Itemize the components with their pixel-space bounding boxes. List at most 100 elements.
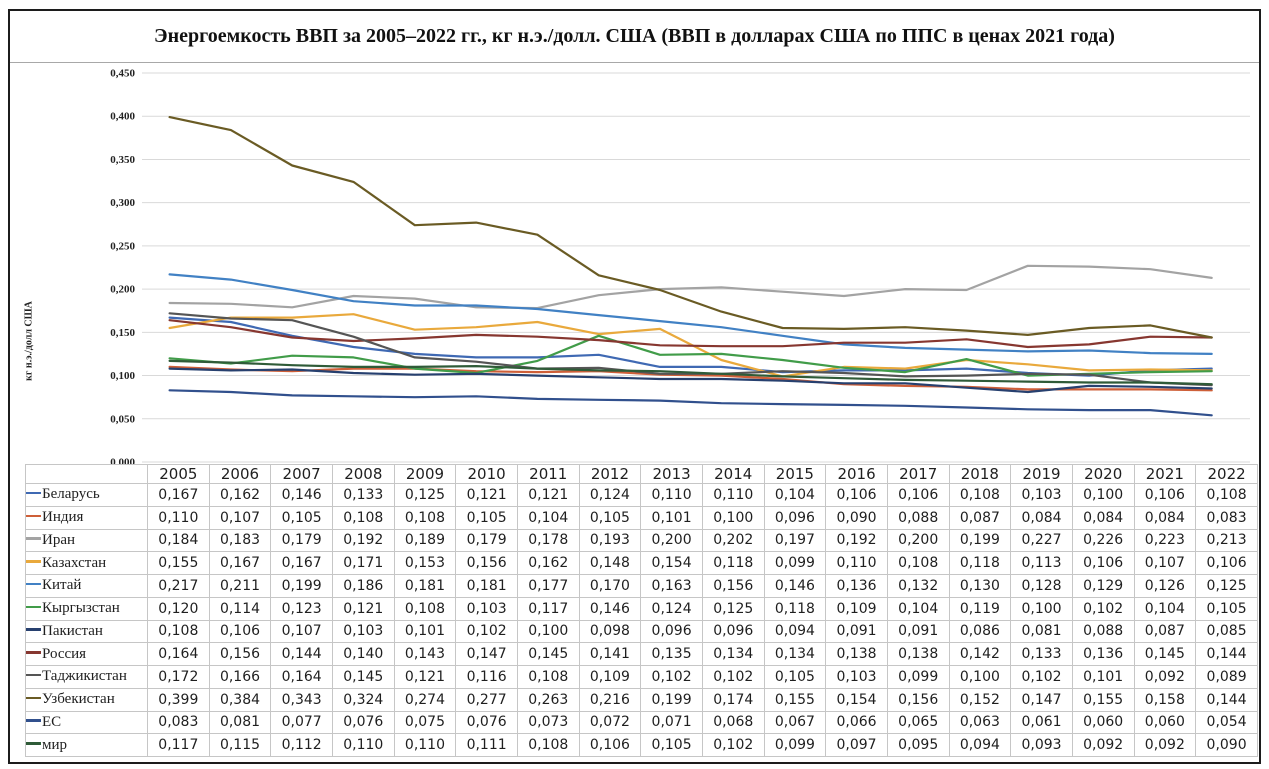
value-cell: 0,197 xyxy=(763,528,827,553)
value-cell: 0,106 xyxy=(1133,483,1197,507)
y-tick-label: 0,400 xyxy=(110,111,135,123)
series-line xyxy=(168,264,1213,310)
value-cell: 0,155 xyxy=(1071,687,1135,712)
legend-line-marker xyxy=(26,742,41,745)
value-cell: 0,138 xyxy=(886,642,950,666)
value-cell: 0,211 xyxy=(208,574,272,598)
legend-cell: Пакистан xyxy=(25,619,148,644)
legend-line-marker xyxy=(26,514,41,518)
legend-line-marker xyxy=(26,582,41,586)
value-cell: 0,148 xyxy=(578,551,642,575)
value-cell: 0,217 xyxy=(147,574,210,598)
value-cell: 0,108 xyxy=(393,505,457,530)
value-cell: 0,096 xyxy=(640,619,703,644)
value-cell: 0,136 xyxy=(1071,642,1135,666)
data-table: 2005 2006 2007 2008 2009 2010 2011 2012 2013 2014… xyxy=(25,464,1258,757)
series-name-label: Кыргызстан xyxy=(42,600,120,617)
value-cell: 0,184 xyxy=(147,528,210,553)
value-cell: 0,107 xyxy=(1133,551,1197,575)
value-cell: 0,133 xyxy=(1010,642,1073,666)
value-cell: 0,109 xyxy=(578,665,642,689)
table-row: мир 0,117 0,115 0,112 0,110 0,110 0,111 0,108 0,… xyxy=(25,733,1258,757)
series-line xyxy=(168,313,1213,378)
table-row: Кыргызстан 0,120 0,114 0,123 0,121 0,108 0,103… xyxy=(25,596,1258,621)
value-cell: 0,104 xyxy=(886,596,950,621)
value-cell: 0,103 xyxy=(331,619,395,644)
value-cell: 0,095 xyxy=(886,733,950,757)
value-cell: 0,126 xyxy=(1133,574,1197,598)
series-line xyxy=(168,365,1213,392)
value-cell: 0,174 xyxy=(701,687,765,712)
value-cell: 0,102 xyxy=(455,619,518,644)
legend-cell: ЕС xyxy=(25,710,148,735)
value-cell: 0,108 xyxy=(886,551,950,575)
y-axis-title: кг н.э./долл США xyxy=(23,301,35,381)
year-header-cell: 2009 xyxy=(393,464,457,484)
legend-line-marker xyxy=(26,673,41,677)
value-cell: 0,109 xyxy=(825,596,888,621)
value-cell: 0,171 xyxy=(331,551,395,575)
year-header-cell: 2022 xyxy=(1195,464,1258,484)
value-cell: 0,072 xyxy=(578,710,642,735)
value-cell: 0,143 xyxy=(393,642,457,666)
series-name-label: Узбекистан xyxy=(42,691,115,708)
value-cell: 0,098 xyxy=(578,619,642,644)
legend-cell: Россия xyxy=(25,642,148,666)
value-cell: 0,060 xyxy=(1071,710,1135,735)
value-cell: 0,066 xyxy=(825,710,888,735)
value-cell: 0,110 xyxy=(147,505,210,530)
value-cell: 0,125 xyxy=(393,483,457,507)
value-cell: 0,077 xyxy=(270,710,333,735)
legend-cell: Узбекистан xyxy=(25,687,148,712)
value-cell: 0,106 xyxy=(825,483,888,507)
legend-cell: Китай xyxy=(25,574,148,598)
value-cell: 0,073 xyxy=(516,710,580,735)
value-cell: 0,121 xyxy=(393,665,457,689)
value-cell: 0,110 xyxy=(393,733,457,757)
y-tick-label: 0,200 xyxy=(110,284,135,296)
value-cell: 0,088 xyxy=(886,505,950,530)
value-cell: 0,199 xyxy=(948,528,1012,553)
value-cell: 0,088 xyxy=(1071,619,1135,644)
value-cell: 0,181 xyxy=(455,574,518,598)
value-cell: 0,091 xyxy=(886,619,950,644)
value-cell: 0,087 xyxy=(948,505,1012,530)
legend-line-marker xyxy=(26,537,41,540)
value-cell: 0,121 xyxy=(331,596,395,621)
y-tick-label: 0,450 xyxy=(110,68,135,80)
year-header-cell: 2021 xyxy=(1133,464,1197,484)
value-cell: 0,146 xyxy=(270,483,333,507)
value-cell: 0,154 xyxy=(640,551,703,575)
year-header-row: 2005 2006 2007 2008 2009 2010 2011 2012 2013 2014… xyxy=(25,464,1258,484)
series-line xyxy=(168,359,1213,386)
value-cell: 0,166 xyxy=(208,665,272,689)
value-cell: 0,274 xyxy=(393,687,457,712)
value-cell: 0,144 xyxy=(270,642,333,666)
value-cell: 0,162 xyxy=(208,483,272,507)
value-cell: 0,054 xyxy=(1195,710,1258,735)
value-cell: 0,155 xyxy=(763,687,827,712)
year-header-cell: 2020 xyxy=(1071,464,1135,484)
line-chart: 0,0000,0500,1000,1500,2000,2500,3000,350… xyxy=(110,68,1250,469)
value-cell: 0,172 xyxy=(147,665,210,689)
value-cell: 0,183 xyxy=(208,528,272,553)
value-cell: 0,155 xyxy=(147,551,210,575)
series-name-label: Казахстан xyxy=(42,554,107,571)
value-cell: 0,108 xyxy=(393,596,457,621)
value-cell: 0,167 xyxy=(208,551,272,575)
series-line xyxy=(168,334,1213,377)
value-cell: 0,084 xyxy=(1010,505,1073,530)
value-cell: 0,136 xyxy=(825,574,888,598)
value-cell: 0,179 xyxy=(455,528,518,553)
value-cell: 0,081 xyxy=(1010,619,1073,644)
table-row: Иран 0,184 0,183 0,179 0,192 0,189 0,179 0,178 0… xyxy=(25,528,1258,553)
value-cell: 0,130 xyxy=(948,574,1012,598)
value-cell: 0,118 xyxy=(763,596,827,621)
series-line xyxy=(168,319,1213,349)
value-cell: 0,119 xyxy=(948,596,1012,621)
value-cell: 0,105 xyxy=(763,665,827,689)
value-cell: 0,061 xyxy=(1010,710,1073,735)
legend-cell: Казахстан xyxy=(25,551,148,575)
value-cell: 0,132 xyxy=(886,574,950,598)
